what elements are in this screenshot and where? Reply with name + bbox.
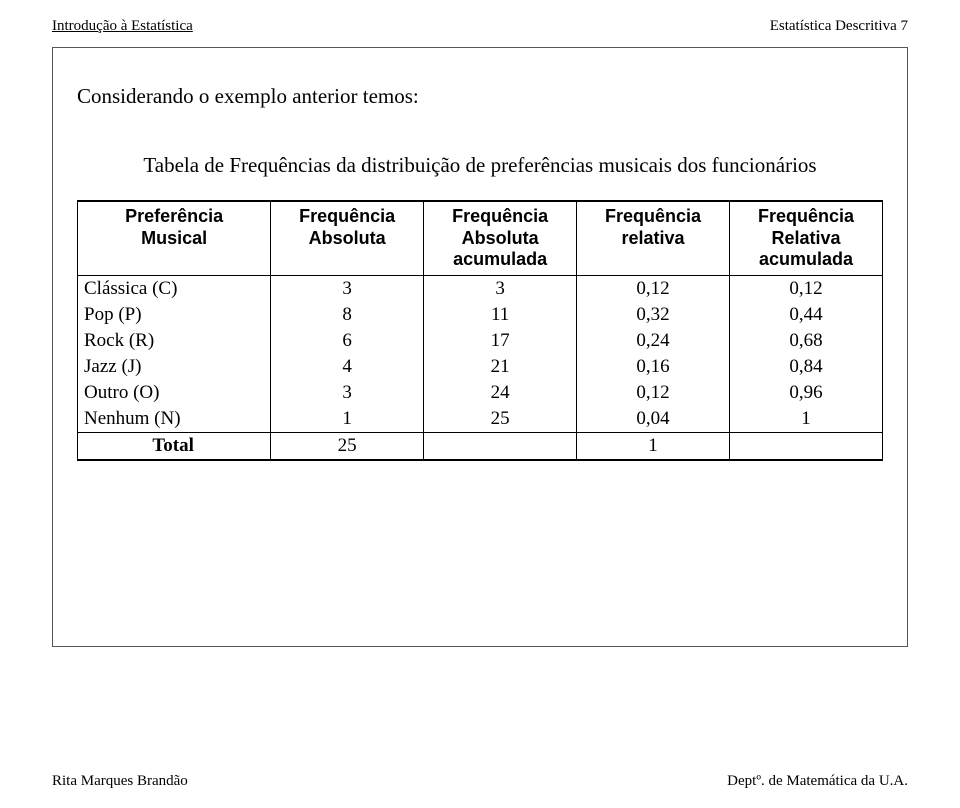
table-row: Outro (O) 3 24 0,12 0,96	[78, 380, 883, 406]
cell: 0,04	[577, 406, 730, 433]
cell: 3	[271, 380, 424, 406]
cell: 1	[730, 406, 883, 433]
cell: 0,32	[577, 302, 730, 328]
total-cell	[424, 432, 577, 460]
footer-left: Rita Marques Brandão	[52, 773, 188, 790]
col-header-line: Frequência	[758, 206, 854, 226]
row-label: Rock (R)	[78, 328, 271, 354]
cell: 0,16	[577, 354, 730, 380]
total-cell	[730, 432, 883, 460]
cell: 0,24	[577, 328, 730, 354]
cell: 3	[424, 275, 577, 302]
cell: 0,12	[577, 380, 730, 406]
cell: 21	[424, 354, 577, 380]
table-row: Nenhum (N) 1 25 0,04 1	[78, 406, 883, 433]
cell: 0,96	[730, 380, 883, 406]
col-header: Frequência Absoluta	[271, 201, 424, 275]
cell: 0,12	[577, 275, 730, 302]
row-label: Nenhum (N)	[78, 406, 271, 433]
cell: 0,44	[730, 302, 883, 328]
cell: 0,12	[730, 275, 883, 302]
cell: 24	[424, 380, 577, 406]
col-header-line: Musical	[141, 228, 207, 248]
table-title: Tabela de Frequências da distribuição de…	[77, 153, 883, 178]
content-box: Considerando o exemplo anterior temos: T…	[52, 47, 908, 647]
table-row: Pop (P) 8 11 0,32 0,44	[78, 302, 883, 328]
page-footer: Rita Marques Brandão Deptº. de Matemátic…	[52, 773, 908, 790]
col-header-line: Frequência	[452, 206, 548, 226]
col-header: Preferência Musical	[78, 201, 271, 275]
cell: 6	[271, 328, 424, 354]
intro-text: Considerando o exemplo anterior temos:	[77, 84, 883, 109]
col-header: Frequência relativa	[577, 201, 730, 275]
cell: 17	[424, 328, 577, 354]
row-label: Pop (P)	[78, 302, 271, 328]
total-label: Total	[78, 432, 271, 460]
page-header: Introdução à Estatística Estatística Des…	[52, 18, 908, 35]
table-row: Rock (R) 6 17 0,24 0,68	[78, 328, 883, 354]
col-header: Frequência Relativa acumulada	[730, 201, 883, 275]
total-cell: 1	[577, 432, 730, 460]
header-right: Estatística Descritiva 7	[770, 18, 908, 35]
total-cell: 25	[271, 432, 424, 460]
footer-right: Deptº. de Matemática da U.A.	[727, 773, 908, 790]
col-header-line: Absoluta	[462, 228, 539, 248]
col-header: Frequência Absoluta acumulada	[424, 201, 577, 275]
col-header-line: acumulada	[453, 249, 547, 269]
cell: 0,68	[730, 328, 883, 354]
row-label: Outro (O)	[78, 380, 271, 406]
cell: 3	[271, 275, 424, 302]
frequency-table: Preferência Musical Frequência Absoluta …	[77, 200, 883, 461]
col-header-line: Relativa	[771, 228, 840, 248]
col-header-line: Frequência	[605, 206, 701, 226]
col-header-line: relativa	[622, 228, 685, 248]
cell: 1	[271, 406, 424, 433]
cell: 0,84	[730, 354, 883, 380]
cell: 4	[271, 354, 424, 380]
col-header-line: Preferência	[125, 206, 223, 226]
row-label: Clássica (C)	[78, 275, 271, 302]
col-header-line: acumulada	[759, 249, 853, 269]
page: Introdução à Estatística Estatística Des…	[0, 0, 960, 808]
table-header-row: Preferência Musical Frequência Absoluta …	[78, 201, 883, 275]
cell: 8	[271, 302, 424, 328]
col-header-line: Absoluta	[309, 228, 386, 248]
cell: 11	[424, 302, 577, 328]
header-left: Introdução à Estatística	[52, 18, 193, 35]
table-total-row: Total 25 1	[78, 432, 883, 460]
cell: 25	[424, 406, 577, 433]
col-header-line: Frequência	[299, 206, 395, 226]
table-row: Jazz (J) 4 21 0,16 0,84	[78, 354, 883, 380]
row-label: Jazz (J)	[78, 354, 271, 380]
table-row: Clássica (C) 3 3 0,12 0,12	[78, 275, 883, 302]
